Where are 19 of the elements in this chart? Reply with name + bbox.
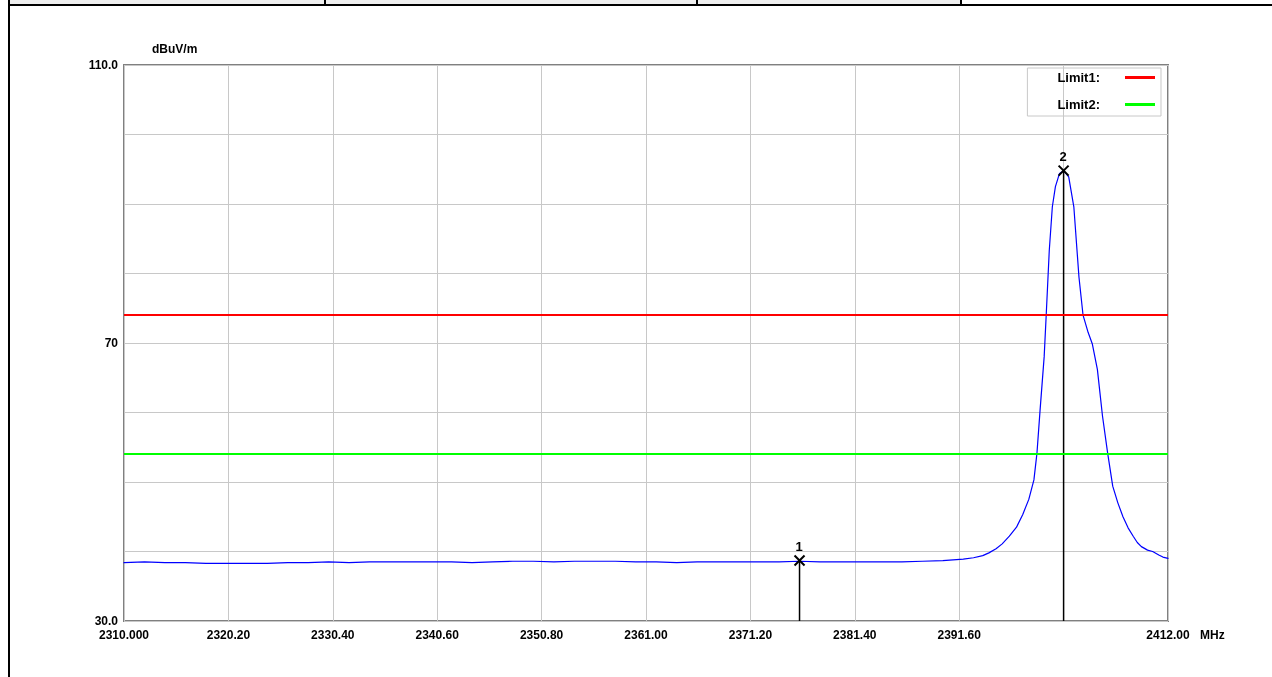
y-tick-label: 70: [104, 336, 119, 350]
x-tick-label: 2391.60: [937, 628, 982, 642]
y-tick-label: 30.0: [94, 614, 119, 628]
x-tick-label: 2320.20: [206, 628, 251, 642]
x-axis-title: MHz: [1200, 628, 1225, 642]
y-tick-label: 110.0: [88, 58, 119, 72]
annotation: 1: [795, 538, 803, 554]
x-tick-label: 2340.60: [415, 628, 460, 642]
x-tick-label: 2330.40: [311, 628, 355, 642]
annotation: 2: [1059, 148, 1067, 164]
x-tick-label: 2412.00: [1146, 628, 1191, 642]
x-tick-label: 2350.80: [519, 628, 564, 642]
legend-label: Limit2:: [1057, 97, 1100, 112]
x-tick-label: 2371.20: [728, 628, 773, 642]
x-tick-label: 2361.00: [624, 628, 669, 642]
legend-label: Limit1:: [1057, 70, 1100, 85]
x-tick-label: 2381.40: [833, 628, 877, 642]
x-tick-label: 2310.000: [98, 628, 150, 642]
y-axis-title: dBuV/m: [152, 42, 198, 56]
